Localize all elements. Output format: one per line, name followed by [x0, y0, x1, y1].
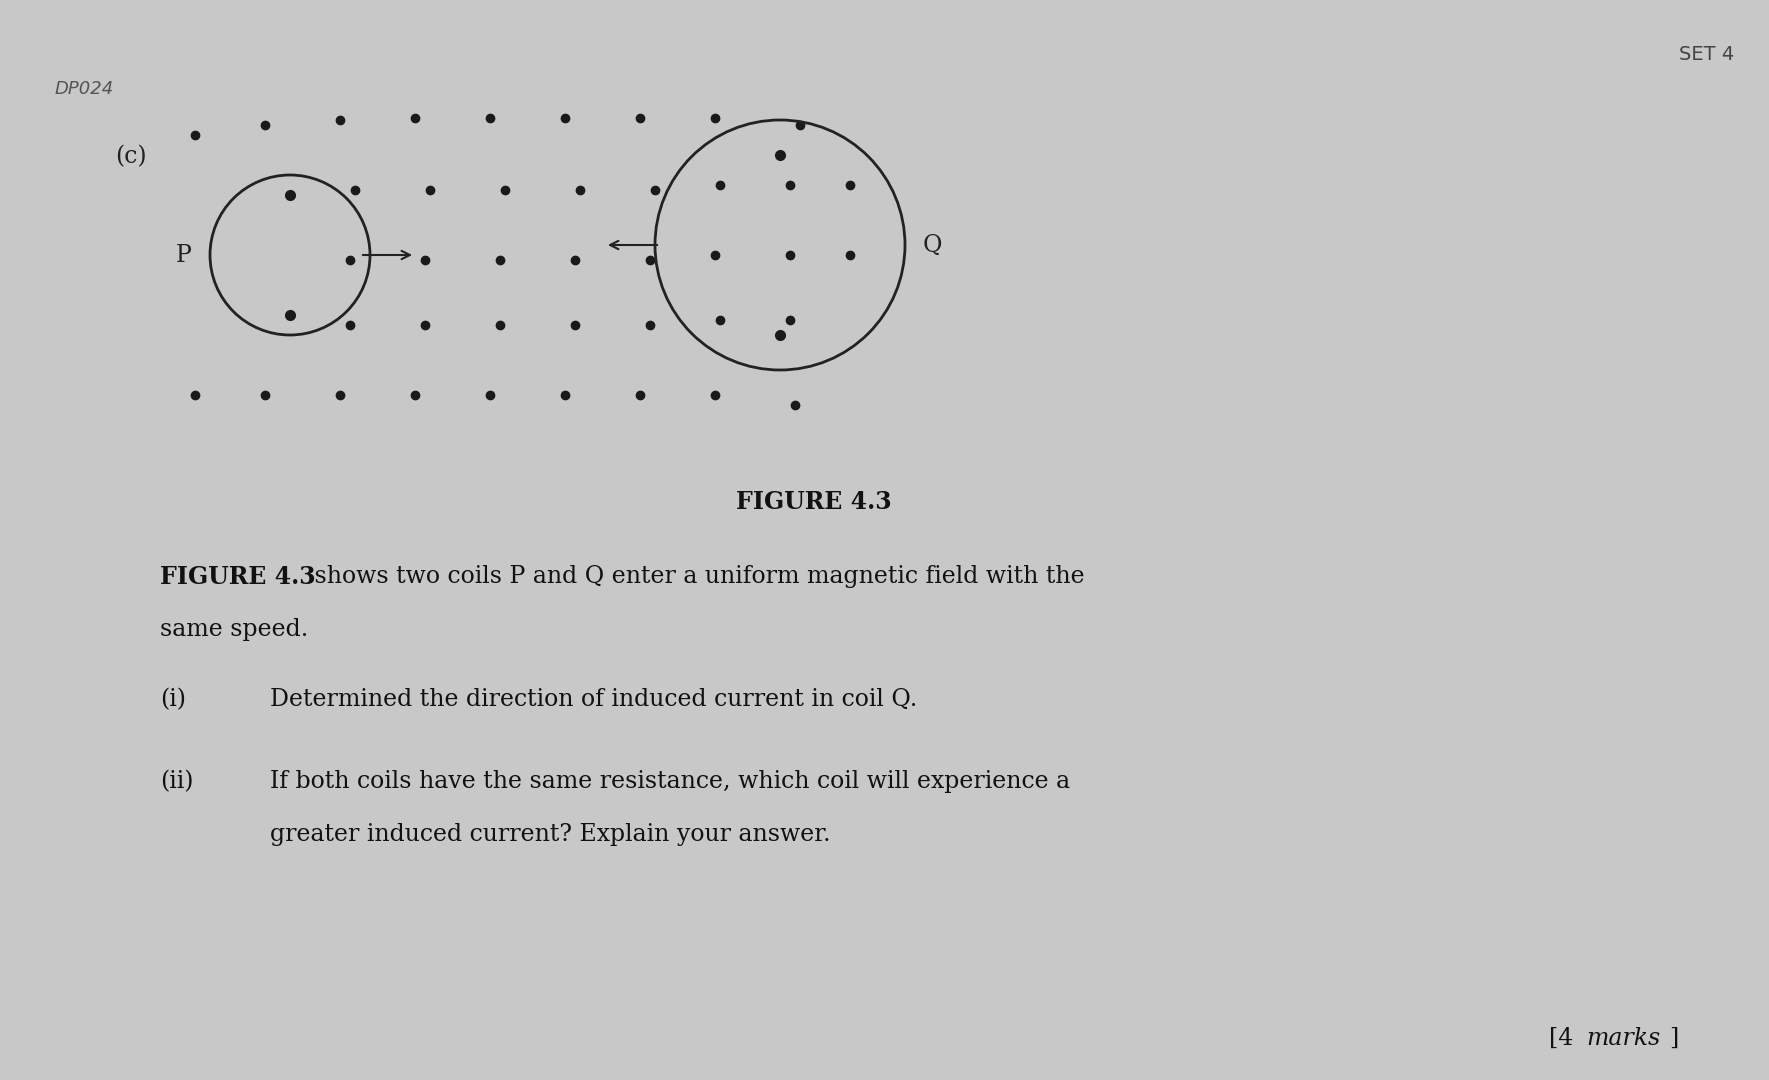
Text: greater induced current? Explain your answer.: greater induced current? Explain your an…: [271, 823, 831, 846]
Text: same speed.: same speed.: [159, 618, 308, 642]
Text: ]: ]: [1668, 1027, 1679, 1050]
Text: FIGURE 4.3: FIGURE 4.3: [159, 565, 315, 589]
Text: Q: Q: [923, 233, 943, 256]
Text: SET 4: SET 4: [1679, 45, 1734, 64]
Text: (ii): (ii): [159, 770, 193, 793]
Text: DP024: DP024: [55, 80, 115, 98]
Text: (c): (c): [115, 145, 147, 168]
Text: FIGURE 4.3: FIGURE 4.3: [736, 490, 892, 514]
Text: Determined the direction of induced current in coil Q.: Determined the direction of induced curr…: [271, 688, 918, 711]
Text: P: P: [177, 243, 193, 267]
Text: shows two coils P and Q enter a uniform magnetic field with the: shows two coils P and Q enter a uniform …: [308, 565, 1084, 588]
Text: [4: [4: [1550, 1027, 1581, 1050]
Text: (i): (i): [159, 688, 186, 711]
Text: marks: marks: [1587, 1027, 1661, 1050]
Text: If both coils have the same resistance, which coil will experience a: If both coils have the same resistance, …: [271, 770, 1070, 793]
